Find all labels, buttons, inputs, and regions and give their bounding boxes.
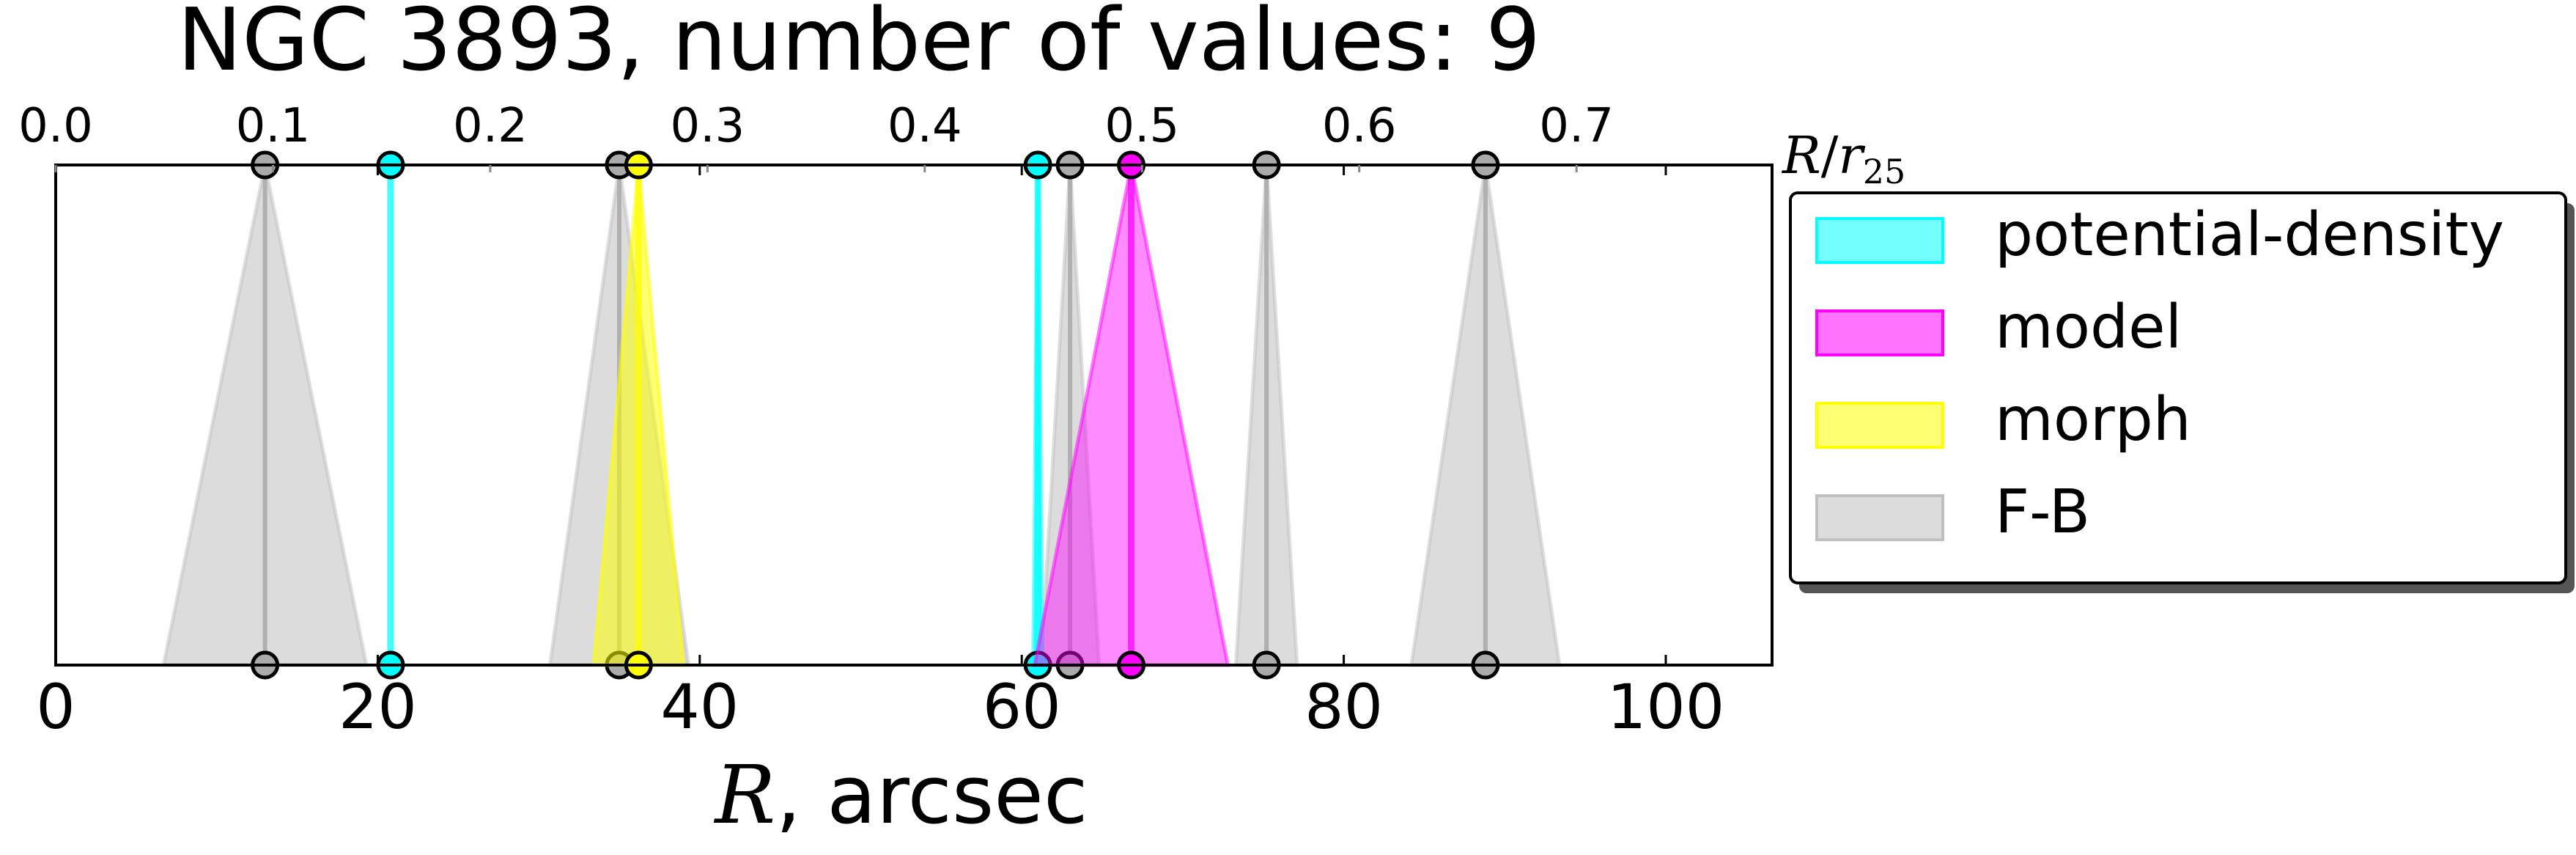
x-axis-label: R, arcsec [714,748,1088,842]
bottom-axis: 0 20 40 60 80 100 [36,165,1724,743]
top-tick-label: 0.3 [670,99,745,153]
top-tick-label: 0.5 [1104,99,1179,153]
x-tick-label: 40 [660,671,739,743]
legend-label-potential-density: potential-density [1995,200,2504,270]
x-axis-label-unit: , arcsec [775,748,1088,842]
legend-box [1789,191,2567,584]
plot-frame [54,164,1774,667]
legend: potential-density model morph F-B [1789,191,2575,593]
legend-swatch-morph [1815,402,1944,449]
x-tick-label: 100 [1607,671,1724,743]
x-tick-label: 0 [36,671,75,743]
chart-title: NGC 3893, number of values: 9 [177,0,1540,90]
legend-label-f-b: F-B [1995,477,2090,547]
x-tick-label: 20 [339,671,417,743]
top-axis-label: R/r25 [1781,125,1905,191]
x-tick-label: 60 [983,671,1061,743]
top-axis-label-symbol: r [1838,125,1865,186]
top-tick-label: 0.2 [453,99,528,153]
top-axis-label-subscript: 25 [1863,152,1906,191]
top-axis-label-var: R [1781,125,1821,186]
top-tick-label: 0.0 [18,99,93,153]
top-tick-label: 0.1 [236,99,311,153]
legend-swatch-model [1815,309,1944,356]
top-axis-label-slash: / [1821,125,1839,186]
legend-swatch-f-b [1815,494,1944,541]
plot-area [161,150,1562,680]
x-tick-label: 80 [1304,671,1383,743]
top-tick-label: 0.7 [1539,99,1614,153]
top-tick-label: 0.6 [1322,99,1397,153]
legend-label-model: model [1995,293,2182,362]
x-axis-label-var: R [714,748,776,842]
legend-label-morph: morph [1995,385,2191,455]
top-tick-label: 0.4 [887,99,962,153]
legend-items: potential-density model morph F-B [1815,200,2504,547]
top-axis: 0.0 0.1 0.2 0.3 0.4 0.5 0.6 0.7 [18,99,1614,172]
legend-swatch-potential-density [1815,217,1944,264]
